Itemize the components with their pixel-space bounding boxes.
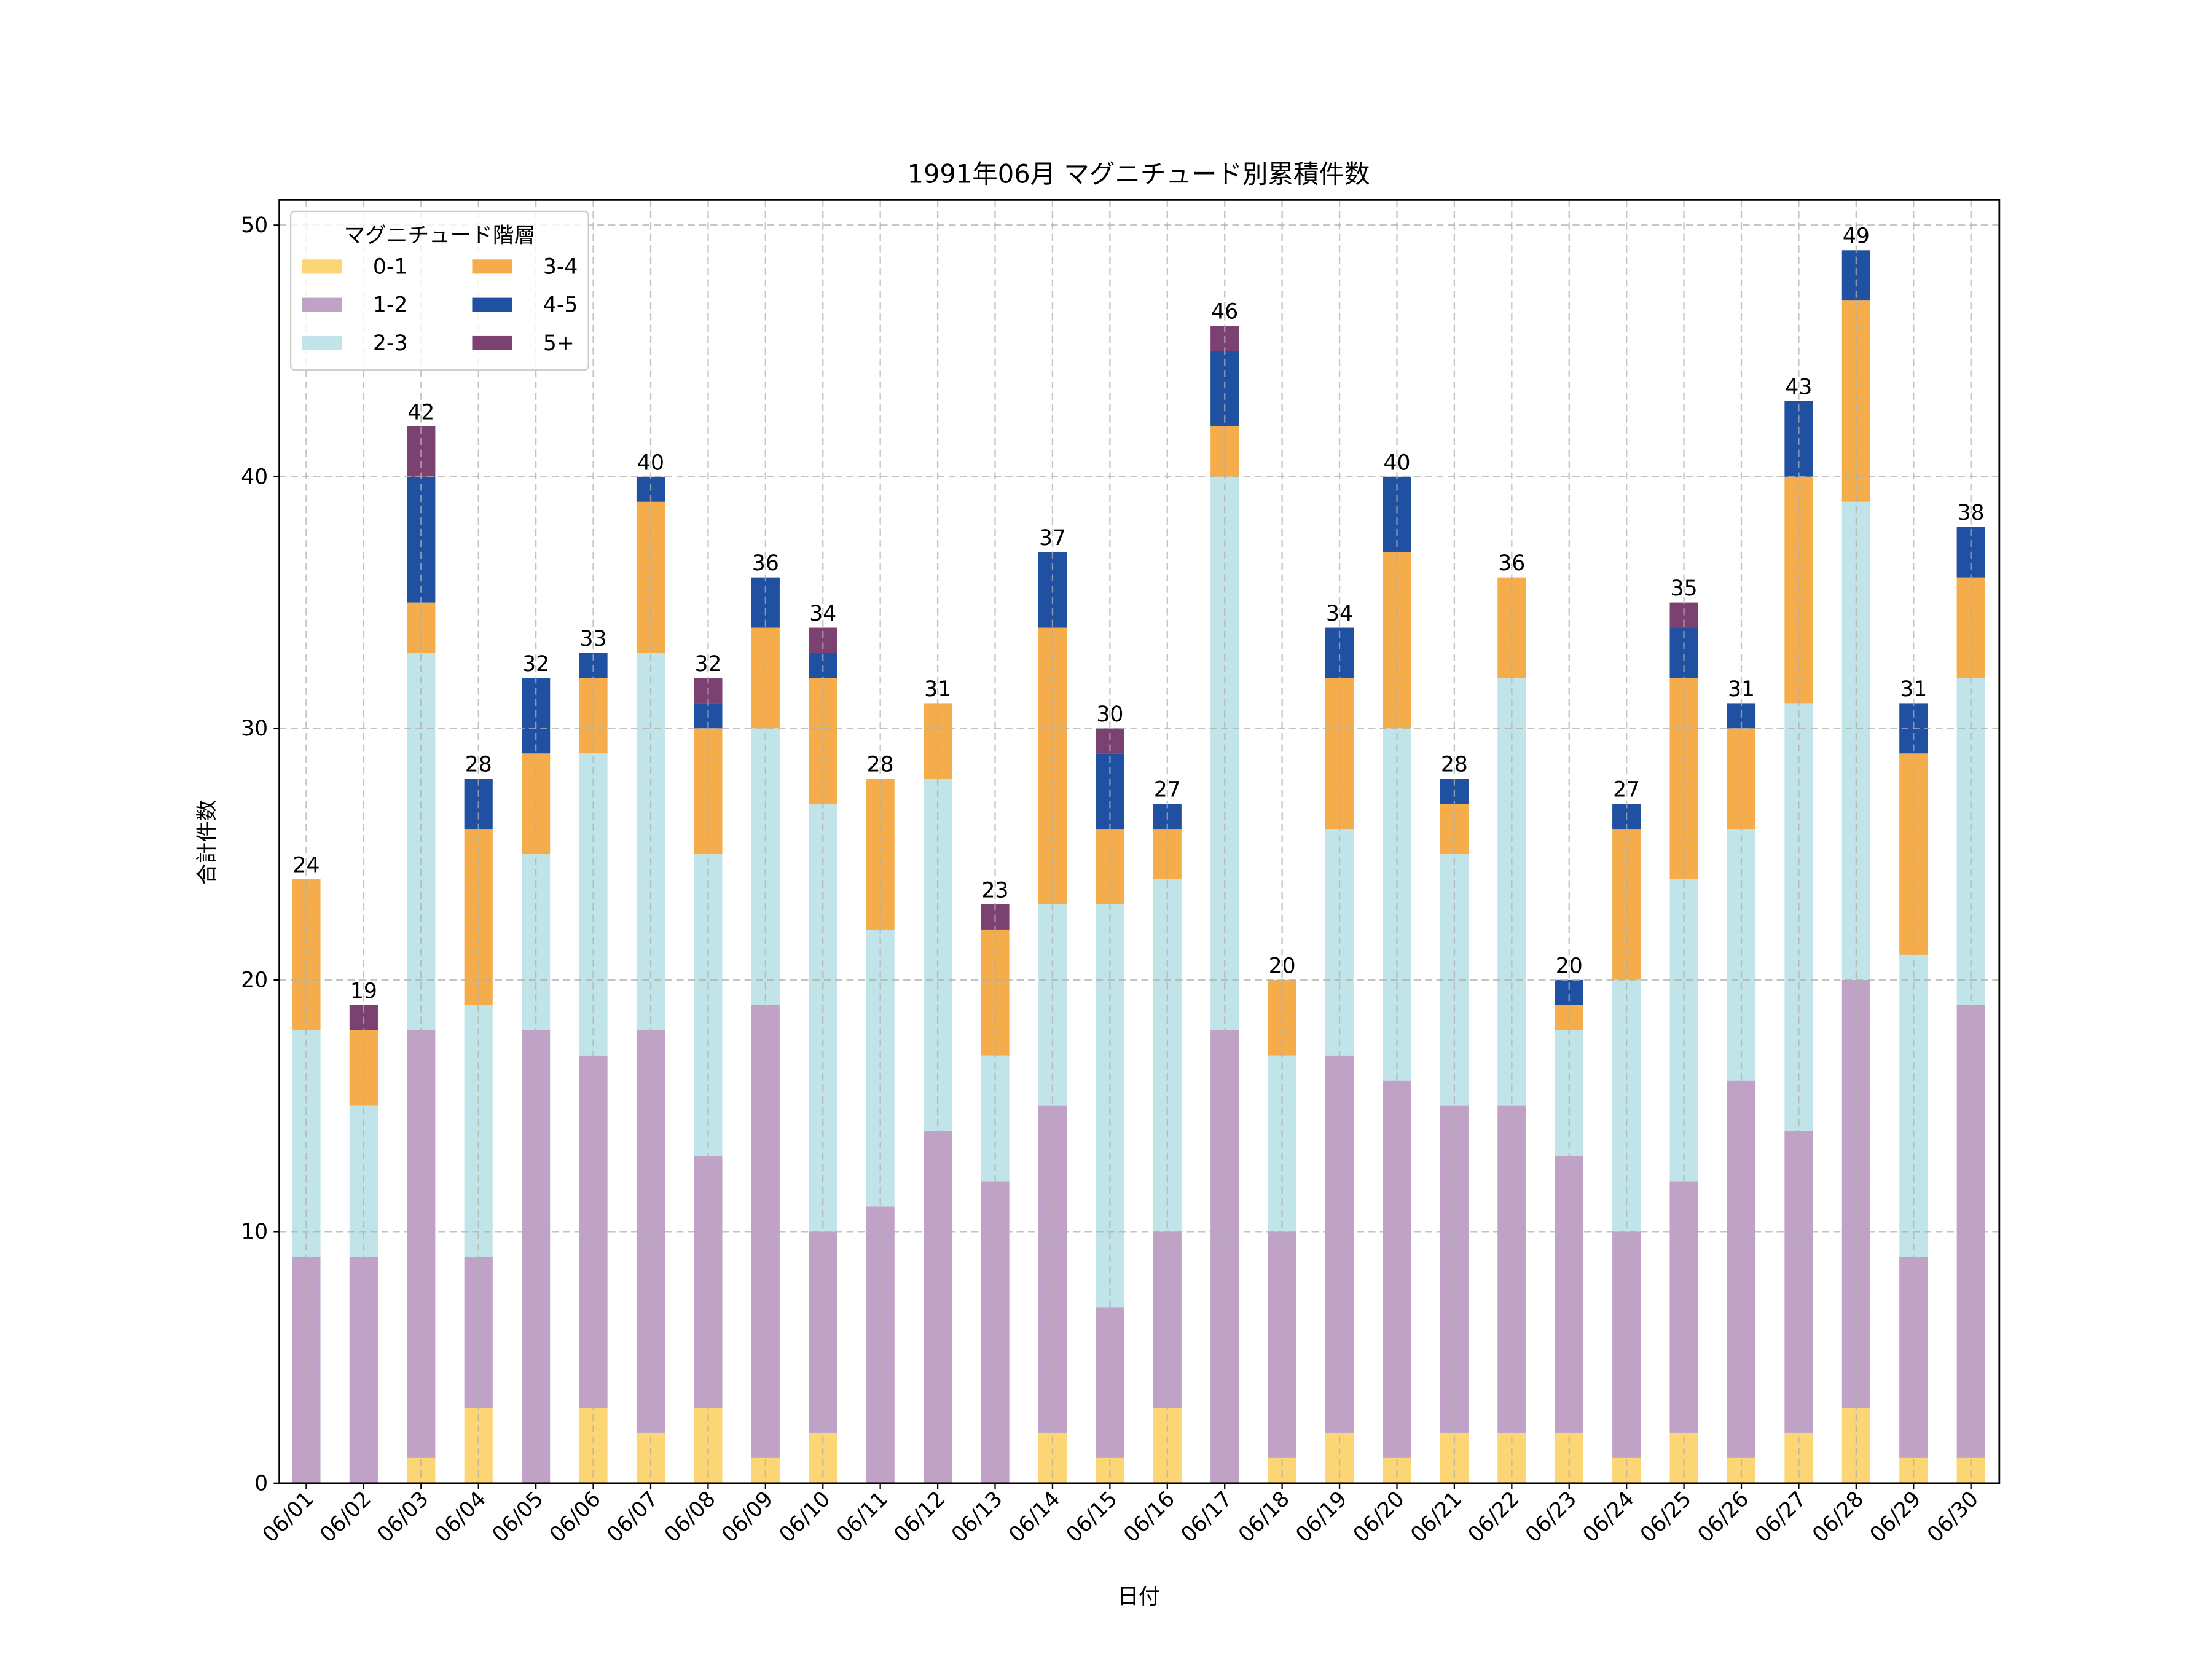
legend-label-2-3: 2-3 [373, 331, 408, 356]
y-tick-label: 50 [241, 213, 268, 238]
y-tick-label: 20 [241, 968, 268, 992]
legend: マグニチュード階層 0-1 1-2 2-3 3-4 4-5 5+ [289, 210, 589, 371]
legend-swatch-2-3 [302, 335, 342, 350]
x-tick-label: 06/10 [775, 1487, 836, 1548]
x-tick-label: 06/09 [717, 1487, 778, 1548]
legend-label-5+: 5+ [543, 331, 575, 356]
bar-segment-2-3-06/23 [1555, 1030, 1583, 1156]
x-tick-label: 06/02 [315, 1487, 376, 1548]
x-tick-label: 06/21 [1406, 1487, 1467, 1548]
x-tick-label: 06/04 [430, 1487, 491, 1548]
bar-segment-1-2-06/10 [809, 1231, 837, 1433]
x-tick-label: 06/16 [1119, 1487, 1180, 1548]
x-tick-label: 06/26 [1693, 1487, 1754, 1548]
y-tick-label: 0 [254, 1471, 268, 1496]
x-tick-label: 06/12 [889, 1487, 950, 1548]
legend-box [289, 210, 589, 371]
legend-swatch-4-5 [472, 297, 512, 312]
y-tick-label: 10 [241, 1220, 268, 1244]
x-tick-label: 06/08 [660, 1487, 721, 1548]
x-tick-label: 06/24 [1579, 1487, 1639, 1548]
legend-label-0-1: 0-1 [373, 254, 408, 279]
bar-segment-3-4-06/30 [1956, 577, 1985, 678]
legend-swatch-1-2 [302, 297, 342, 312]
grid-lines [279, 200, 1999, 1484]
x-tick-label: 06/07 [602, 1487, 663, 1548]
y-axis-label: 合計件数 [195, 800, 219, 885]
x-tick-label: 06/19 [1291, 1487, 1352, 1548]
bar-segment-2-3-06/17 [1210, 476, 1239, 1030]
y-tick-label: 40 [241, 465, 268, 489]
bar-segment-2-3-06/28 [1841, 501, 1870, 980]
x-tick-label: 06/29 [1865, 1487, 1926, 1548]
bars: 2419422832334032363428312337302746203440… [292, 224, 1985, 1483]
bar-segment-3-4-06/22 [1497, 577, 1526, 678]
x-tick-label: 06/13 [947, 1487, 1008, 1548]
x-tick-label: 06/23 [1521, 1487, 1582, 1548]
legend-label-1-2: 1-2 [373, 293, 408, 318]
x-tick-label: 06/20 [1349, 1487, 1410, 1548]
legend-label-3-4: 3-4 [543, 254, 578, 279]
bar-segment-1-2-06/18 [1268, 1231, 1296, 1458]
bar-segment-3-4-06/28 [1841, 300, 1870, 502]
bar-segment-1-2-06/09 [751, 1005, 780, 1458]
chart-title: 1991年06月 マグニチュード別累積件数 [908, 159, 1370, 189]
x-tick-label: 06/01 [258, 1487, 319, 1548]
x-tick-label: 06/14 [1004, 1487, 1065, 1548]
x-tick-label: 06/03 [373, 1487, 434, 1548]
bar-segment-2-3-06/29 [1899, 954, 1928, 1257]
bar-segment-3-4-06/13 [981, 929, 1010, 1056]
x-tick-label: 06/11 [832, 1487, 893, 1548]
plot-frame [278, 199, 2001, 1484]
legend-swatch-5+ [472, 335, 512, 350]
bar-segment-3-4-06/20 [1382, 552, 1411, 729]
legend-swatch-0-1 [302, 259, 342, 274]
bar-segment-1-2-06/24 [1612, 1231, 1641, 1458]
x-tick-label: 06/18 [1234, 1487, 1295, 1548]
x-tick-label: 06/17 [1177, 1487, 1237, 1548]
legend-swatch-3-4 [472, 259, 512, 274]
legend-title: マグニチュード階層 [344, 224, 535, 248]
x-tick-label: 06/28 [1808, 1487, 1869, 1548]
x-tick-label: 06/15 [1062, 1487, 1123, 1548]
x-tick-label: 06/06 [545, 1487, 606, 1548]
x-axis-label: 日付 [1117, 1585, 1159, 1609]
legend-label-4-5: 4-5 [543, 293, 578, 318]
bar-segment-2-3-06/09 [751, 728, 780, 1005]
y-tick-label: 30 [241, 716, 268, 741]
x-tick-label: 06/22 [1464, 1487, 1524, 1548]
x-tick-label: 06/27 [1751, 1487, 1811, 1548]
x-tick-label: 06/25 [1636, 1487, 1696, 1548]
x-tick-label: 06/30 [1923, 1487, 1983, 1548]
x-tick-label: 06/05 [488, 1487, 549, 1548]
